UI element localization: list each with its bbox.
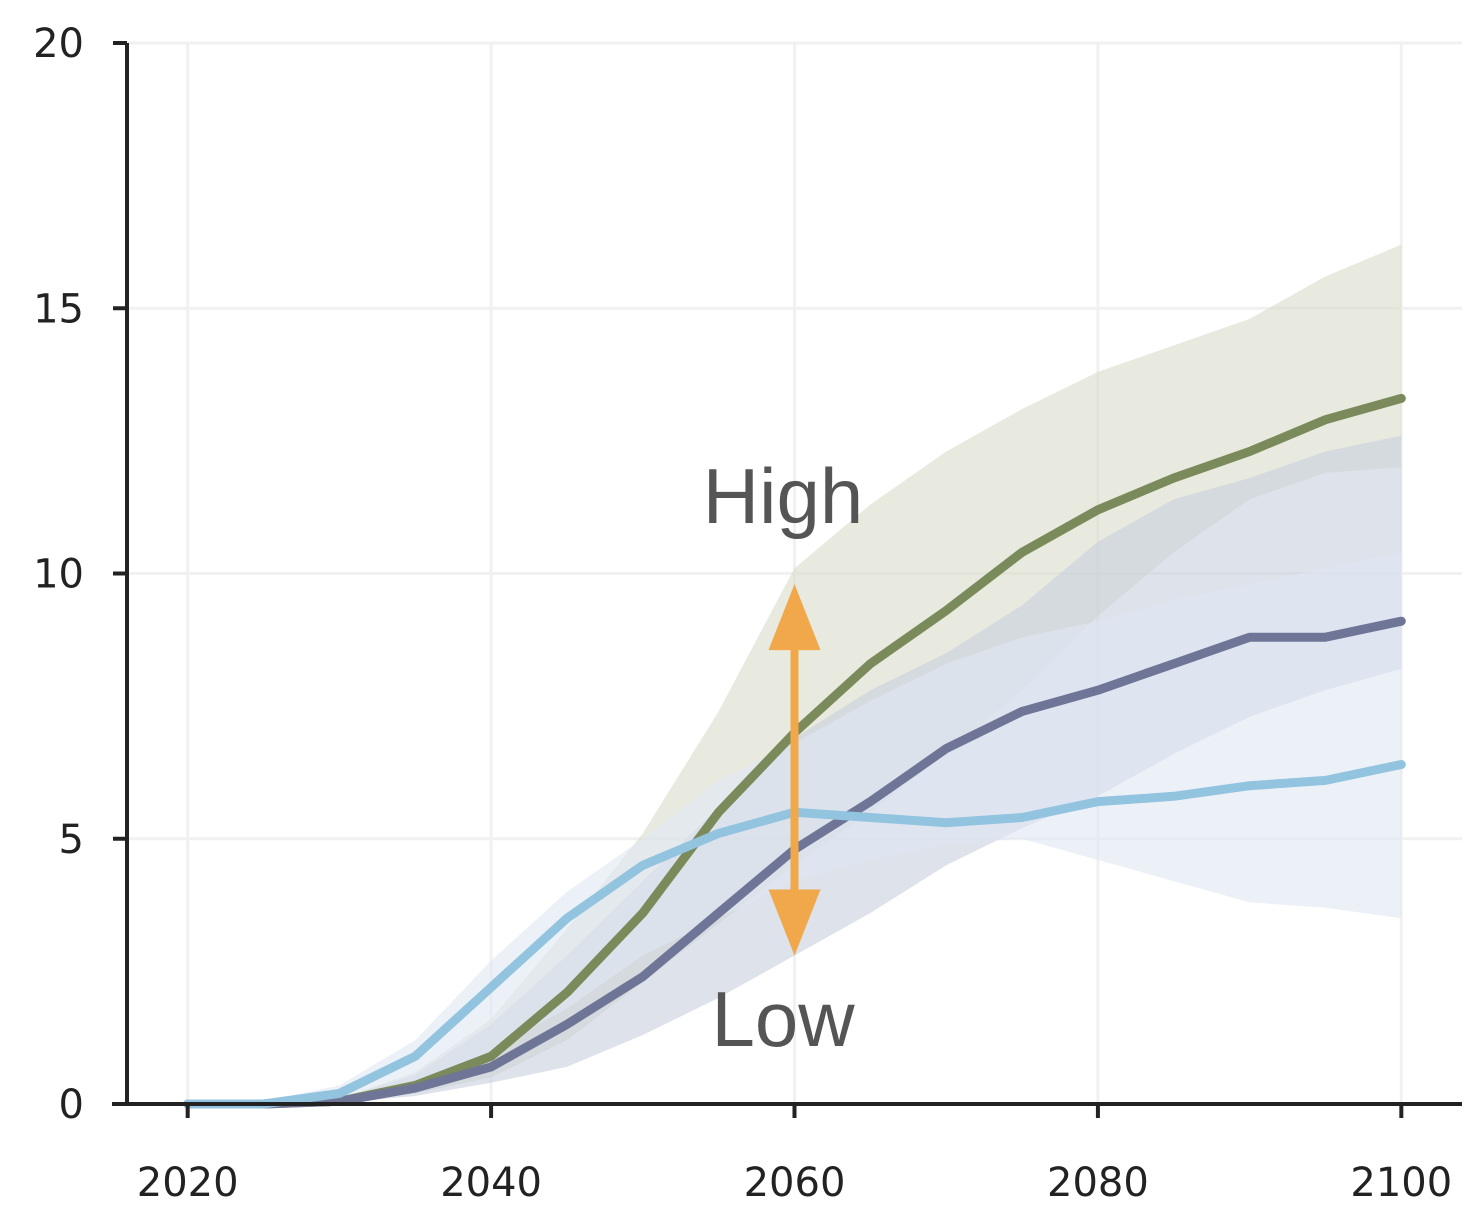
x-tick-label: 2020 [137, 1160, 239, 1206]
annotation-arrow-head-down [768, 889, 821, 956]
y-tick-label: 5 [59, 817, 84, 863]
x-tick-label: 2100 [1350, 1160, 1452, 1206]
gridlines [127, 41, 1462, 1104]
annotation-arrow-head-up [768, 584, 821, 651]
x-tick-label: 2060 [744, 1160, 846, 1206]
annotations: High Low [703, 452, 863, 1063]
y-tick-label: 10 [33, 552, 84, 598]
x-tick-label: 2080 [1047, 1160, 1149, 1206]
y-tick-label: 0 [59, 1082, 84, 1128]
x-tick-label: 2040 [440, 1160, 542, 1206]
y-tick-label: 15 [33, 286, 84, 332]
y-tick-label: 20 [33, 21, 84, 67]
annotation-low: Low [711, 975, 855, 1063]
annotation-high: High [703, 452, 863, 540]
